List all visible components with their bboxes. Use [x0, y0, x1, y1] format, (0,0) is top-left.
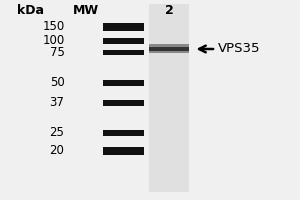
Text: 37: 37	[50, 97, 64, 110]
Bar	[148, 44, 189, 53]
Bar	[103, 130, 144, 136]
Text: 50: 50	[50, 76, 64, 90]
Bar	[103, 147, 144, 155]
Text: 100: 100	[42, 34, 64, 47]
Bar	[103, 23, 144, 31]
Text: kDa: kDa	[16, 4, 44, 18]
Bar	[103, 50, 144, 55]
Bar	[103, 80, 144, 86]
Bar	[103, 100, 144, 106]
Text: 2: 2	[165, 4, 174, 18]
Bar	[103, 38, 144, 44]
Bar	[148, 4, 189, 192]
Text: 75: 75	[50, 46, 64, 60]
Text: 25: 25	[50, 127, 64, 140]
Text: 150: 150	[42, 21, 64, 33]
Text: MW: MW	[72, 4, 99, 18]
Bar	[148, 47, 189, 51]
Text: 20: 20	[50, 144, 64, 158]
Text: VPS35: VPS35	[218, 43, 260, 55]
